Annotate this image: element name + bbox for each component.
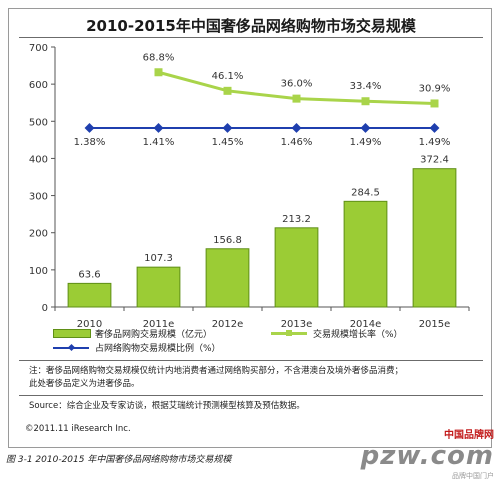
bar-2012e xyxy=(205,248,250,308)
legend-marker-diamond xyxy=(67,343,76,352)
y-tick-label: 100 xyxy=(29,266,48,277)
legend-label-trade-volume: 奢侈品网购交易规模（亿元） xyxy=(95,330,213,340)
legend-swatch-bar xyxy=(53,329,91,338)
share-marker xyxy=(360,123,371,133)
x-tick-label: 2011e xyxy=(143,319,175,329)
share-label: 1.46% xyxy=(281,137,313,148)
copyright-line: ©2011.11 iResearch Inc. xyxy=(25,424,131,434)
figure-caption: 图 3-1 2010-2015 年中国奢侈品网络购物市场交易规模 xyxy=(6,455,232,465)
watermark-red-text: 中国品牌网 xyxy=(444,430,494,441)
growth-rate-label: 33.4% xyxy=(350,81,382,92)
bar-2010 xyxy=(67,282,112,308)
share-label: 1.41% xyxy=(143,137,175,148)
bar-value-label: 156.8 xyxy=(213,235,242,246)
bar-value-label: 213.2 xyxy=(282,214,311,225)
growth-rate-label: 30.9% xyxy=(419,83,451,94)
note-line-1: 注：奢侈品网络购物交易规模仅统计内地消费者通过网络购买部分，不含港澳台及境外奢侈… xyxy=(29,366,404,376)
x-tick-label: 2012e xyxy=(212,319,244,329)
growth-rate-marker xyxy=(154,68,163,77)
note-line-2: 此处奢侈品定义为进奢侈品。 xyxy=(29,379,140,389)
notes-divider-bottom xyxy=(19,395,483,396)
bar-2011e xyxy=(136,266,181,308)
bar-2013e xyxy=(274,227,319,308)
legend-marker-square xyxy=(286,330,292,336)
growth-rate-marker xyxy=(292,94,301,103)
share-label: 1.45% xyxy=(212,137,244,148)
chart-title: 2010-2015年中国奢侈品网络购物市场交易规模 xyxy=(86,17,416,35)
share-label: 1.49% xyxy=(350,137,382,148)
bar-value-label: 284.5 xyxy=(351,187,380,198)
x-tick-label: 2015e xyxy=(419,319,451,329)
y-tick-label: 700 xyxy=(29,43,48,54)
y-tick-label: 300 xyxy=(29,192,48,203)
y-tick-label: 0 xyxy=(42,303,48,314)
growth-rate-label: 36.0% xyxy=(281,79,313,90)
share-marker xyxy=(291,123,302,133)
bar-value-label: 63.6 xyxy=(78,269,100,280)
share-marker xyxy=(222,123,233,133)
share-label: 1.49% xyxy=(419,137,451,148)
notes-divider-top xyxy=(19,360,483,361)
watermark-main-text: pzw.com xyxy=(360,441,494,471)
source-line: Source：综合企业及专家访谈，根据艾瑞统计预测模型核算及预估数据。 xyxy=(29,401,305,411)
chart-plot: 0 100 200 300 400 500 600 700 2010 2011e 2012e 2013… xyxy=(29,43,470,329)
bar-value-label: 107.3 xyxy=(144,253,173,264)
legend-label-growth-rate: 交易规模增长率（%） xyxy=(313,330,403,340)
x-tick-label: 2014e xyxy=(350,319,382,329)
title-divider xyxy=(19,37,483,38)
y-tick-label: 200 xyxy=(29,229,48,240)
watermark-sub-text: 品牌中国门户 xyxy=(452,472,494,480)
watermark: 中国品牌网 pzw.com 品牌中国门户 xyxy=(361,426,494,481)
x-tick-label: 2013e xyxy=(281,319,313,329)
chart-frame: 2010-2015年中国奢侈品网络购物市场交易规模 0 100 200 300 400 5… xyxy=(8,8,492,448)
share-marker xyxy=(84,123,95,133)
bar-2015e xyxy=(412,168,457,308)
bar-2014e xyxy=(343,200,388,308)
growth-rate-marker xyxy=(430,99,439,108)
growth-rate-marker xyxy=(223,86,232,95)
growth-rate-marker xyxy=(361,97,370,106)
y-tick-label: 400 xyxy=(29,154,48,165)
legend-label-share: 占网络购物交易规模比例（%） xyxy=(95,344,221,354)
x-tick-label: 2010 xyxy=(77,319,102,329)
growth-rate-label: 68.8% xyxy=(143,52,175,63)
share-marker xyxy=(153,123,164,133)
share-label: 1.38% xyxy=(74,137,106,148)
bar-value-label: 372.4 xyxy=(420,155,449,166)
y-tick-label: 600 xyxy=(29,80,48,91)
growth-rate-label: 46.1% xyxy=(212,71,244,82)
share-marker xyxy=(429,123,440,133)
y-tick-label: 500 xyxy=(29,117,48,128)
